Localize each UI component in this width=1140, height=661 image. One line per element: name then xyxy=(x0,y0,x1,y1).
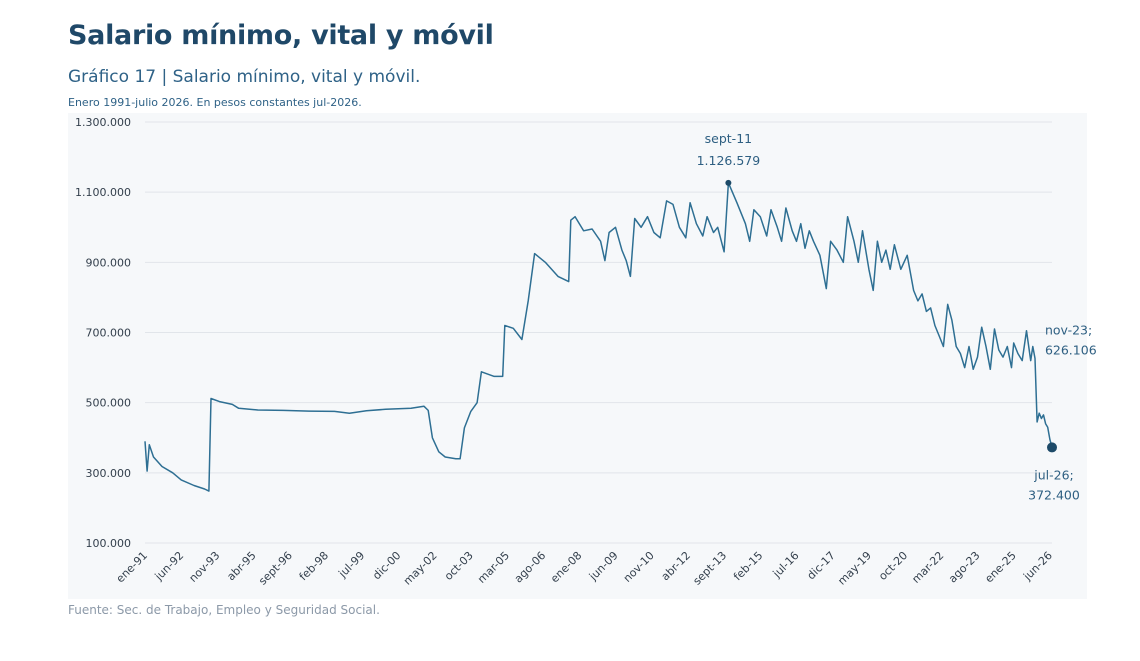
x-tick-label: ene-25 xyxy=(982,549,1018,585)
plot-background xyxy=(68,113,1087,599)
x-tick-label: jun-92 xyxy=(152,549,187,584)
last-value-marker xyxy=(1047,442,1057,453)
annotation-label: nov-23; xyxy=(1045,322,1092,337)
annotations: sept-11 1.126.579 nov-23; 626.106 jul-26; 372… xyxy=(697,131,1097,503)
grid-lines xyxy=(145,121,1052,544)
series-line xyxy=(144,182,1053,492)
annotation-label: sept-11 xyxy=(705,131,752,146)
y-tick-label: 900.000 xyxy=(86,256,132,269)
x-tick-label: sept-96 xyxy=(256,549,295,588)
y-axis-ticks: 100.000 300.000 500.000 700.000 900.000 1.100… xyxy=(75,116,131,550)
x-tick-label: oct-20 xyxy=(876,549,910,583)
x-tick-label: abr-12 xyxy=(659,549,693,583)
x-tick-label: dic-17 xyxy=(805,549,838,582)
x-tick-label: ene-91 xyxy=(114,549,150,585)
page-title: Salario mínimo, vital y móvil xyxy=(68,20,494,51)
x-tick-label: nov-93 xyxy=(187,549,223,585)
x-tick-label: ene-08 xyxy=(548,549,584,585)
x-tick-label: ago-06 xyxy=(512,549,549,586)
source-note: Fuente: Sec. de Trabajo, Empleo y Seguri… xyxy=(68,603,380,617)
x-tick-label: feb-15 xyxy=(731,549,765,583)
x-tick-label: abr-95 xyxy=(224,549,258,583)
chart-subtitle: Gráfico 17 | Salario mínimo, vital y móv… xyxy=(68,67,421,87)
x-tick-label: nov-10 xyxy=(621,549,657,585)
y-tick-label: 700.000 xyxy=(86,327,132,340)
chart-note: Enero 1991-julio 2026. En pesos constant… xyxy=(68,96,362,109)
annotation-value: 372.400 xyxy=(1028,487,1080,502)
y-tick-label: 500.000 xyxy=(86,397,132,410)
x-tick-label: sept-13 xyxy=(691,549,730,588)
x-tick-label: oct-03 xyxy=(442,549,476,583)
series-layer xyxy=(144,182,1053,492)
annotation-value: 626.106 xyxy=(1045,342,1097,357)
x-tick-label: may-19 xyxy=(835,549,874,588)
x-tick-label: may-02 xyxy=(401,549,440,588)
peak-marker xyxy=(725,179,732,186)
x-tick-label: mar-22 xyxy=(909,549,946,586)
y-tick-label: 300.000 xyxy=(86,467,132,480)
x-tick-label: ago-23 xyxy=(946,549,983,586)
y-tick-label: 1.300.000 xyxy=(75,116,131,129)
x-tick-label: jul-99 xyxy=(335,549,367,581)
annotation-label: jul-26; xyxy=(1033,467,1074,482)
y-tick-label: 100.000 xyxy=(86,537,132,550)
y-tick-label: 1.100.000 xyxy=(75,186,131,199)
x-tick-label: dic-00 xyxy=(370,549,403,582)
x-tick-label: feb-98 xyxy=(297,549,331,583)
x-tick-label: mar-05 xyxy=(475,549,512,586)
annotation-value: 1.126.579 xyxy=(697,153,761,168)
x-tick-label: jul-16 xyxy=(770,549,802,581)
x-tick-label: jun-26 xyxy=(1020,549,1055,584)
x-tick-label: jun-09 xyxy=(586,549,621,584)
